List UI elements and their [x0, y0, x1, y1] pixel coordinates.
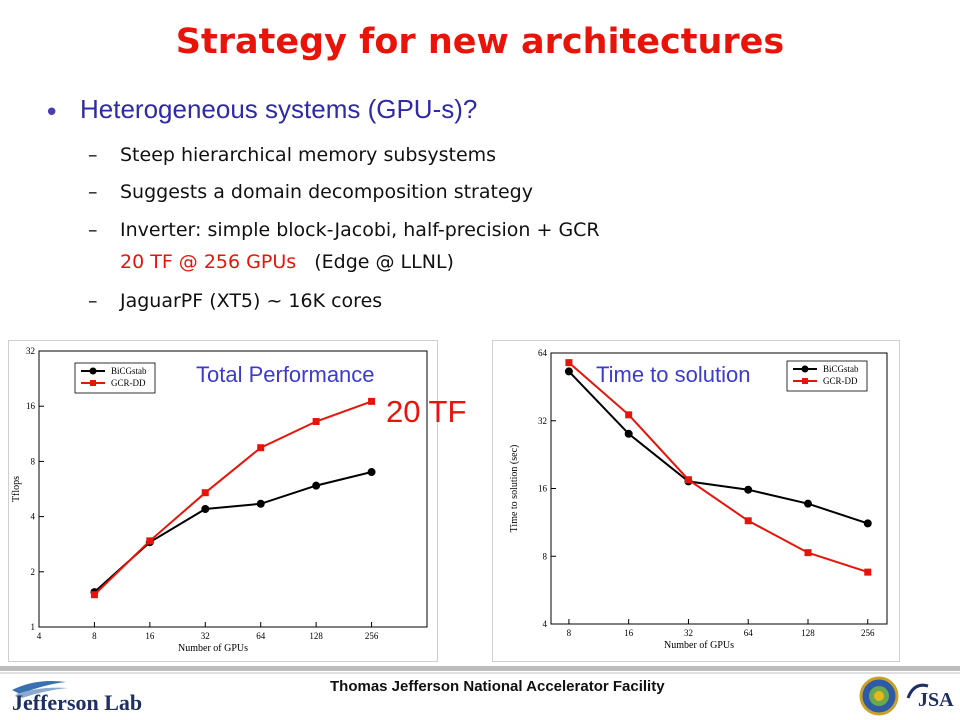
sub-bullet-text: Suggests a domain decomposition strategy	[120, 181, 533, 203]
y-axis-label: Tflops	[11, 476, 22, 502]
data-point-gcr-dd	[201, 489, 209, 497]
plot-area-frame	[38, 350, 428, 628]
data-point-gcr-dd	[864, 568, 872, 576]
legend-marker	[89, 367, 97, 375]
series-line-gcr-dd	[93, 400, 372, 596]
jefferson-lab-logo: Jefferson Lab	[6, 676, 256, 716]
sub-bullet-text: JaguarPF (XT5) ~ 16K cores	[120, 290, 383, 312]
data-point-bicgstab	[624, 429, 633, 438]
bullet-marker: •	[44, 98, 60, 128]
x-tick-label: 8	[92, 631, 97, 641]
sub-bullet-text: (Edge @ LLNL)	[314, 251, 454, 273]
x-tick-label: 32	[201, 631, 210, 641]
y-tick-label: 64	[538, 348, 548, 358]
sub-bullet-1: – Steep hierarchical memory subsystems	[88, 144, 496, 166]
sub-bullet-4: – JaguarPF (XT5) ~ 16K cores	[88, 290, 382, 312]
legend-label: GCR-DD	[111, 378, 146, 388]
series-line-bicgstab	[93, 471, 372, 593]
x-tick-label: 256	[861, 628, 875, 638]
annotation-20tf: 20 TF	[386, 394, 467, 429]
data-point-gcr-dd	[90, 591, 98, 599]
main-bullet: Heterogeneous systems (GPU-s)?	[80, 94, 478, 124]
sub-bullet-3-line2: 20 TF @ 256 GPUs (Edge @ LLNL)	[120, 251, 454, 273]
y-tick-label: 1	[31, 622, 36, 632]
data-point-bicgstab	[744, 485, 753, 494]
sub-bullet-3: – Inverter: simple block-Jacobi, half-pre…	[88, 219, 600, 241]
chart-1-title: Total Performance	[196, 362, 375, 387]
y-tick-label: 32	[26, 346, 35, 356]
legend-marker	[801, 365, 809, 373]
y-tick-label: 8	[31, 456, 36, 466]
sub-bullet-text: Inverter: simple block-Jacobi, half-prec…	[120, 219, 600, 241]
x-axis-label: Number of GPUs	[178, 643, 248, 654]
legend-marker	[802, 378, 808, 384]
sub-bullet-dash: –	[88, 181, 98, 203]
legend-label: BiCGstab	[823, 364, 859, 374]
y-tick-label: 4	[31, 512, 36, 522]
data-point-bicgstab	[564, 367, 573, 376]
sub-bullet-text: Steep hierarchical memory subsystems	[120, 144, 497, 166]
legend-box	[786, 360, 868, 392]
slide-title: Strategy for new architectures	[175, 22, 785, 62]
y-axis-label: Time to solution (sec)	[509, 445, 520, 533]
sub-bullet-2: – Suggests a domain decomposition strateg…	[88, 181, 533, 203]
sub-bullet-dash: –	[88, 144, 98, 166]
x-axis-label: Number of GPUs	[664, 640, 734, 651]
chart-2-title: Time to solution	[596, 362, 751, 387]
jsa-logo-text: JSA	[918, 689, 954, 711]
data-point-gcr-dd	[625, 411, 633, 419]
sub-bullet-dash: –	[88, 290, 98, 312]
x-tick-label: 8	[567, 628, 572, 638]
data-point-bicgstab	[256, 499, 265, 508]
data-point-gcr-dd	[257, 444, 265, 452]
x-tick-label: 64	[744, 628, 754, 638]
data-point-gcr-dd	[565, 359, 573, 367]
jefferson-lab-logo-text: Jefferson Lab	[12, 690, 142, 715]
chart-time-to-solution: 8 16 32 64 128 256 4 8 16 32 64 Number of GPUs Time …	[492, 340, 900, 662]
series-line-gcr-dd	[568, 361, 869, 574]
jsa-logo: JSA	[904, 676, 956, 716]
data-point-gcr-dd	[368, 397, 376, 405]
x-tick-label: 64	[256, 631, 266, 641]
y-tick-label: 4	[543, 619, 548, 629]
chart-1-svg: 4 8 16 32 64 128 256 1 2 4 8 16 32 Number of GPUs Tflo…	[11, 346, 428, 654]
x-tick-label: 4	[37, 631, 42, 641]
x-tick-label: 32	[684, 628, 693, 638]
footer-divider-thin	[0, 672, 960, 674]
y-tick-label: 16	[538, 484, 548, 494]
data-point-gcr-dd	[744, 517, 752, 525]
series-line-bicgstab	[568, 370, 869, 525]
legend-box	[74, 362, 156, 394]
footer-divider	[0, 666, 960, 671]
x-tick-label: 128	[309, 631, 323, 641]
data-point-gcr-dd	[804, 549, 812, 557]
data-point-gcr-dd	[684, 476, 692, 484]
data-point-bicgstab	[312, 481, 321, 490]
chart-2-svg: 8 16 32 64 128 256 4 8 16 32 64 Number of GPUs Time …	[509, 348, 888, 651]
y-tick-label: 32	[538, 416, 547, 426]
y-tick-label: 16	[26, 401, 36, 411]
footer-facility-name: Thomas Jefferson National Accelerator Fa…	[330, 678, 665, 695]
legend-label: BiCGstab	[111, 366, 147, 376]
doe-seal-icon	[858, 676, 900, 716]
x-tick-label: 16	[145, 631, 155, 641]
y-tick-label: 2	[31, 567, 36, 577]
x-tick-label: 128	[801, 628, 815, 638]
data-point-gcr-dd	[146, 537, 154, 545]
jefferson-lab-logo-graphic: Jefferson Lab	[12, 681, 142, 715]
y-tick-label: 8	[543, 551, 548, 561]
plot-area-frame	[550, 352, 888, 625]
data-point-bicgstab	[803, 499, 812, 508]
legend-marker	[90, 380, 96, 386]
legend-label: GCR-DD	[823, 376, 858, 386]
data-point-bicgstab	[367, 468, 376, 477]
highlight-text: 20 TF @ 256 GPUs	[120, 251, 297, 273]
x-tick-label: 16	[624, 628, 634, 638]
chart-total-performance: 4 8 16 32 64 128 256 1 2 4 8 16 32 Number of GPUs Tflo…	[8, 340, 438, 662]
data-point-gcr-dd	[312, 418, 320, 426]
data-point-bicgstab	[201, 505, 210, 514]
sub-bullet-dash: –	[88, 219, 98, 241]
x-tick-label: 256	[365, 631, 379, 641]
data-point-bicgstab	[863, 519, 872, 528]
